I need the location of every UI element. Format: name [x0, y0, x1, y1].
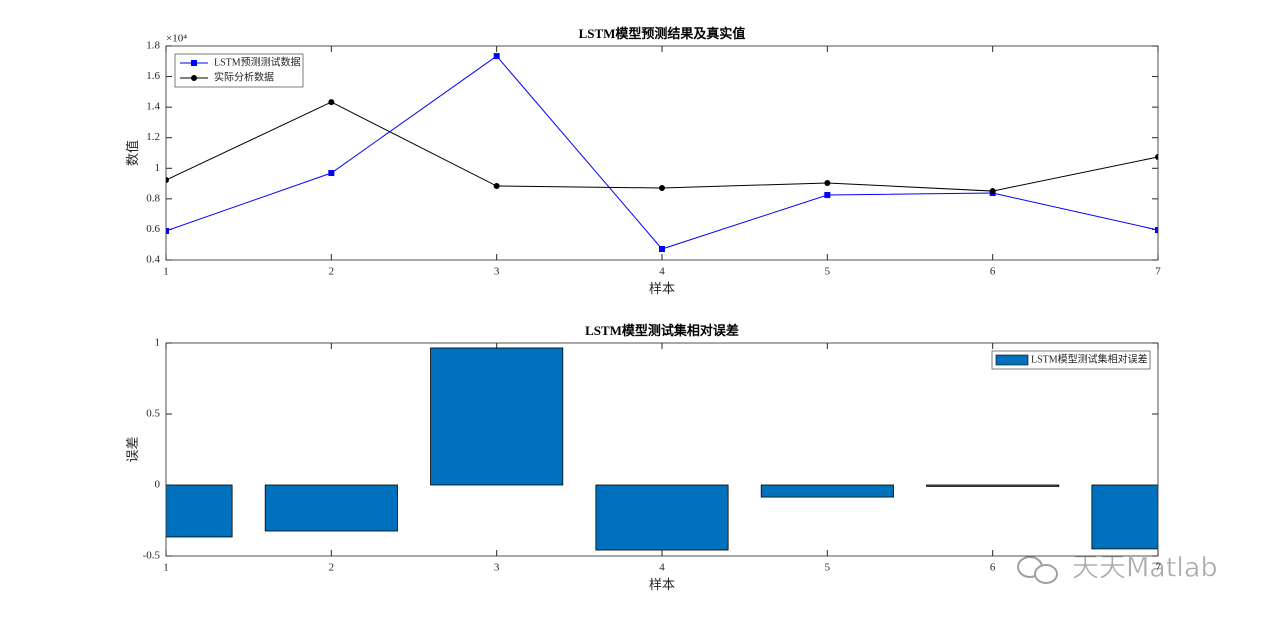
y-tick-label: 0 — [155, 479, 161, 491]
marker — [989, 188, 996, 195]
legend-swatch — [995, 354, 1029, 366]
y-tick-label: 0.8 — [146, 192, 160, 204]
marker — [659, 245, 665, 252]
y-tick-label: 1.6 — [146, 70, 160, 82]
y-tick-label: 1 — [155, 337, 161, 349]
watermark-icon — [1017, 556, 1058, 584]
x-tick-label: 4 — [659, 562, 665, 574]
bar — [430, 347, 564, 486]
marker — [328, 99, 335, 106]
plot-content — [166, 53, 1158, 252]
plot-area — [166, 46, 1158, 260]
x-tick-label: 7 — [1155, 562, 1161, 574]
x-tick-label: 5 — [825, 562, 831, 574]
x-tick-label: 5 — [825, 266, 831, 278]
bar — [926, 484, 1060, 487]
bar — [166, 484, 233, 538]
y-tick-label: -0.5 — [143, 550, 161, 562]
y-axis-label: 数值 — [125, 140, 140, 166]
x-tick-label: 6 — [990, 562, 996, 574]
marker — [328, 170, 335, 177]
y-tick-label: 0.5 — [146, 408, 160, 420]
y-tick-label: 0.4 — [146, 254, 160, 266]
x-tick-label: 2 — [329, 562, 335, 574]
x-tick-label: 3 — [494, 562, 500, 574]
y-tick-label: 1.8 — [146, 40, 160, 52]
y-tick-label: 1.2 — [146, 131, 160, 143]
y-tick-label: 0.6 — [146, 223, 160, 235]
x-tick-label: 1 — [163, 562, 169, 574]
marker — [824, 192, 831, 199]
marker — [1155, 153, 1158, 160]
watermark: 天天Matlab — [1072, 553, 1218, 584]
y-tick-label: 1 — [155, 162, 161, 174]
marker — [493, 53, 500, 60]
marker — [493, 183, 500, 190]
x-tick-label: 2 — [329, 266, 335, 278]
marker — [166, 227, 169, 234]
legend-label: LSTM模型测试集相对误差 — [1031, 352, 1148, 365]
chart-title: LSTM模型预测结果及真实值 — [579, 26, 746, 41]
marker — [166, 177, 169, 184]
legend-label: LSTM预测测试数据 — [214, 55, 301, 68]
chart-title: LSTM模型测试集相对误差 — [585, 323, 739, 338]
marker — [659, 185, 665, 192]
x-tick-label: 7 — [1155, 266, 1161, 278]
x-tick-label: 6 — [990, 266, 996, 278]
legend-box — [174, 53, 304, 88]
legend-label: 实际分析数据 — [214, 70, 274, 83]
x-tick-label: 1 — [163, 266, 169, 278]
legend-box — [991, 350, 1151, 370]
x-axis-label: 样本 — [649, 577, 675, 592]
x-tick-label: 4 — [659, 266, 665, 278]
marker — [1155, 227, 1158, 234]
bar — [1091, 484, 1158, 550]
legend-marker — [191, 60, 197, 66]
bar — [760, 484, 894, 498]
axis-exponent: ×10⁴ — [166, 33, 187, 45]
bar — [595, 484, 729, 551]
bar — [264, 484, 398, 532]
marker — [824, 179, 831, 186]
y-tick-label: 1.4 — [146, 101, 160, 113]
x-axis-label: 样本 — [649, 281, 675, 296]
x-tick-label: 3 — [494, 266, 500, 278]
legend-marker — [191, 75, 197, 81]
y-axis-label: 误差 — [125, 436, 140, 462]
plot-content — [166, 347, 1158, 551]
